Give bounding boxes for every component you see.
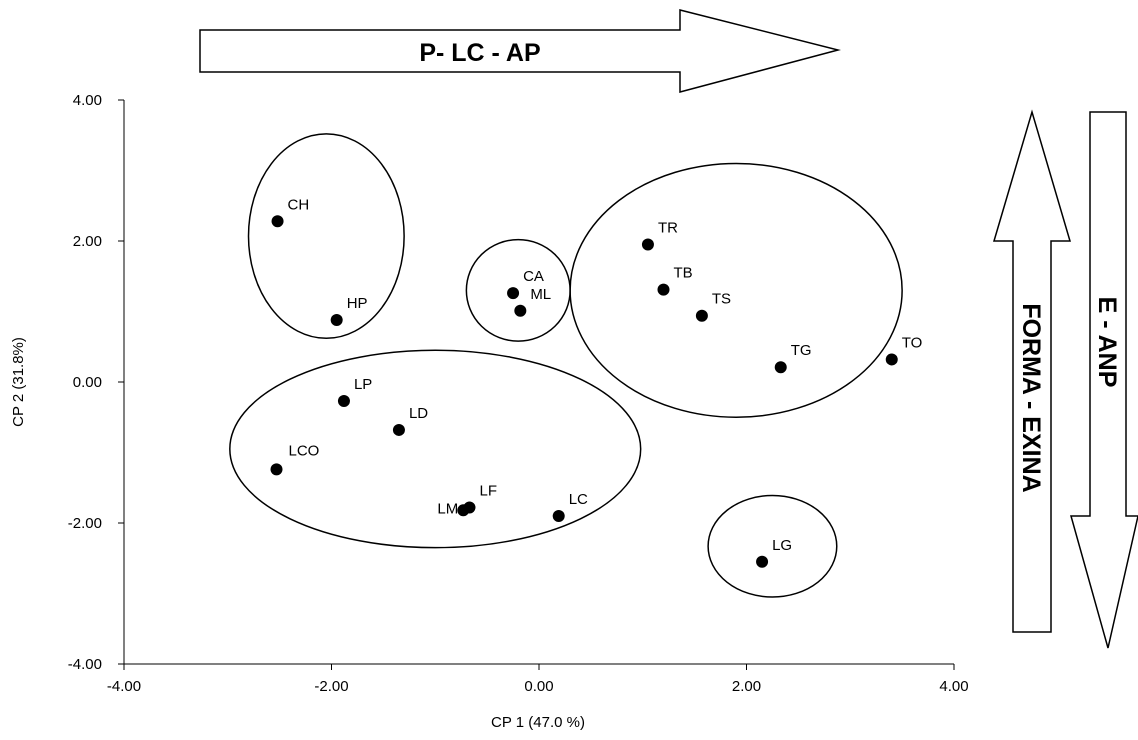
point-label-tg: TG <box>791 342 812 359</box>
point-label-lg: LG <box>772 537 792 554</box>
data-point-lf <box>463 501 476 514</box>
data-point-lco <box>270 463 283 476</box>
point-label-ml: ML <box>530 286 551 303</box>
arrow-up-shape <box>992 109 1072 633</box>
group-ellipse <box>707 494 838 598</box>
arrow-horizontal-label: P- LC - AP <box>419 39 540 67</box>
point-label-tr: TR <box>658 220 678 237</box>
y-tick-label: -2.00 <box>68 515 102 532</box>
data-point-ch <box>271 215 284 228</box>
group-ellipse <box>229 349 642 549</box>
point-label-ld: LD <box>409 405 428 422</box>
x-tick-label: -2.00 <box>314 678 348 695</box>
point-label-ch: CH <box>288 196 310 213</box>
group-ellipse <box>247 133 405 340</box>
y-tick-label: 4.00 <box>73 92 102 109</box>
tick-group: -4.00 -2.00 0.00 2.00 4.00 -4.00 -2.00 0.00 2.00… <box>68 92 969 695</box>
data-point-to <box>885 353 898 366</box>
arrow-down-label: E - ANP <box>1093 297 1121 388</box>
point-label-ca: CA <box>523 268 544 285</box>
data-point-tb <box>657 283 670 296</box>
point-label-lp: LP <box>354 376 372 393</box>
x-tick-label: 4.00 <box>939 678 968 695</box>
data-point-lg <box>756 555 769 568</box>
data-point-lp <box>337 395 350 408</box>
arrow-down-shape <box>1070 111 1138 649</box>
data-point-lc <box>552 509 565 522</box>
data-point-tr <box>641 238 654 251</box>
data-point-ts <box>695 309 708 322</box>
point-label-lm: LM <box>437 500 458 517</box>
x-axis-title: CP 1 (47.0 %) <box>491 714 585 731</box>
y-tick-label: 2.00 <box>73 233 102 250</box>
arrow-horizontal: P- LC - AP <box>199 9 841 93</box>
y-tick-label: -4.00 <box>68 656 102 673</box>
point-label-lco: LCO <box>289 442 320 459</box>
x-tick-label: 0.00 <box>524 678 553 695</box>
x-tick-label: 2.00 <box>732 678 761 695</box>
y-axis-title: CP 2 (31.8%) <box>10 337 27 427</box>
point-label-to: TO <box>902 334 923 351</box>
data-point-ml <box>514 304 527 317</box>
arrow-up-label: FORMA - EXINA <box>1017 303 1045 492</box>
point-label-tb: TB <box>674 265 693 282</box>
data-point-ca <box>507 287 520 300</box>
point-label-lf: LF <box>479 482 497 499</box>
group-ellipses <box>229 133 903 598</box>
x-tick-label: -4.00 <box>107 678 141 695</box>
point-label-hp: HP <box>347 295 368 312</box>
arrow-down: E - ANP <box>1070 111 1138 649</box>
data-point-hp <box>330 313 343 326</box>
point-label-ts: TS <box>712 291 731 308</box>
group-ellipse <box>569 162 903 419</box>
data-point-tg <box>774 361 787 374</box>
y-tick-label: 0.00 <box>73 374 102 391</box>
arrow-up: FORMA - EXINA <box>992 109 1072 633</box>
arrow-right-shape <box>199 9 841 93</box>
data-point-ld <box>392 423 405 436</box>
point-label-lc: LC <box>569 491 588 508</box>
